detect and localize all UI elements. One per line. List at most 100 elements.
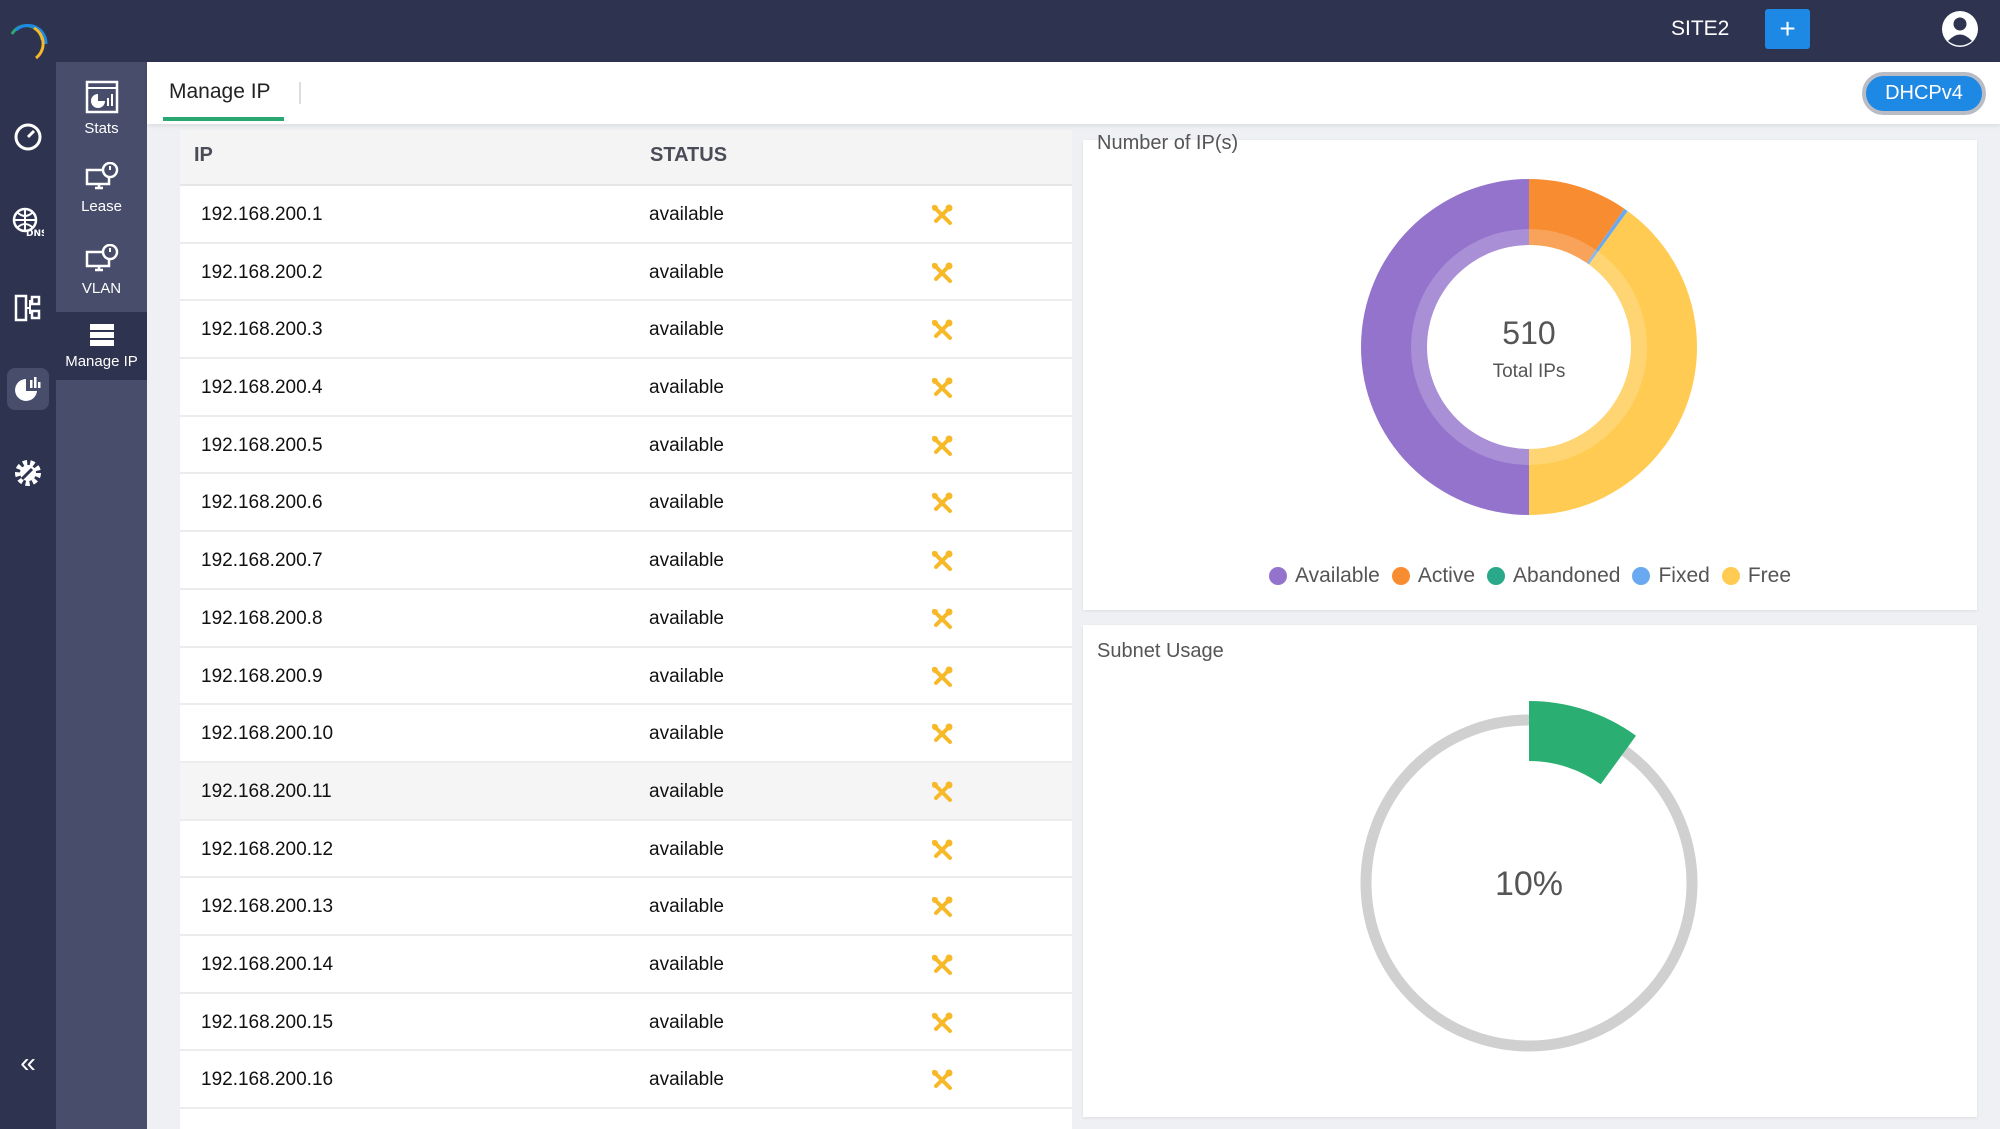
ip-cell: 192.168.200.9 xyxy=(201,665,323,687)
subnav-label: Lease xyxy=(81,197,122,215)
column-header-ip[interactable]: IP xyxy=(194,144,213,166)
tab-manage-ip[interactable]: Manage IP xyxy=(169,80,271,103)
status-cell: available xyxy=(649,723,724,745)
icon-rail: DNS « xyxy=(0,0,56,1129)
legend-label: Available xyxy=(1294,564,1380,587)
server-stack-icon xyxy=(89,323,114,346)
ip-cell: 192.168.200.14 xyxy=(201,953,334,975)
configure-tools-icon[interactable] xyxy=(930,665,954,689)
vlan-icon xyxy=(85,243,118,271)
user-avatar-icon[interactable] xyxy=(1941,10,1979,48)
subnav-stats[interactable]: Stats xyxy=(56,72,147,144)
configure-tools-icon[interactable] xyxy=(930,203,954,227)
table-header: IP STATUS xyxy=(180,130,1072,186)
ip-cell: 192.168.200.6 xyxy=(201,492,323,514)
status-cell: available xyxy=(649,1069,724,1091)
analytics-icon[interactable] xyxy=(7,368,49,410)
secondary-sidebar: Stats Lease VLAN Manage IP xyxy=(56,62,147,1129)
stats-icon xyxy=(85,80,118,113)
donut-slice-available[interactable] xyxy=(1361,179,1529,515)
table-row[interactable]: 192.168.200.8 available xyxy=(180,590,1072,648)
legend-item[interactable]: Active xyxy=(1391,564,1475,588)
ip-cell: 192.168.200.15 xyxy=(201,1011,334,1033)
table-row[interactable]: 192.168.200.5 available xyxy=(180,417,1072,475)
subnav-vlan[interactable]: VLAN xyxy=(56,234,147,306)
status-cell: available xyxy=(649,492,724,514)
configure-tools-icon[interactable] xyxy=(930,953,954,977)
status-cell: available xyxy=(649,665,724,687)
legend-item[interactable]: Free xyxy=(1721,564,1791,588)
ip-cell: 192.168.200.11 xyxy=(201,780,332,802)
donut-inner-band xyxy=(1586,249,1599,265)
table-row[interactable]: 192.168.200.7 available xyxy=(180,532,1072,590)
configure-tools-icon[interactable] xyxy=(930,1011,954,1035)
table-row[interactable]: 192.168.200.10 available xyxy=(180,705,1072,763)
donut-inner-band xyxy=(1411,229,1529,465)
configure-tools-icon[interactable] xyxy=(930,895,954,919)
dns-icon[interactable]: DNS xyxy=(10,204,46,240)
tab-divider xyxy=(299,82,301,104)
subnav-lease[interactable]: Lease xyxy=(56,152,147,224)
network-tree-icon[interactable] xyxy=(10,290,46,326)
table-row[interactable]: 192.168.200.15 available xyxy=(180,994,1072,1052)
table-row[interactable]: 192.168.200.11 available xyxy=(180,762,1072,821)
table-row[interactable]: 192.168.200.2 available xyxy=(180,244,1072,302)
collapse-sidebar-icon[interactable]: « xyxy=(20,1047,36,1078)
settings-icon[interactable] xyxy=(10,455,46,491)
add-button[interactable]: + xyxy=(1765,9,1810,49)
dhcpv4-toggle[interactable]: DHCPv4 xyxy=(1862,72,1986,115)
configure-tools-icon[interactable] xyxy=(930,1068,954,1092)
ip-count-card: Number of IP(s) 510 Total IPs Available Ac… xyxy=(1083,132,1977,610)
column-header-status[interactable]: STATUS xyxy=(650,144,728,166)
legend-swatch xyxy=(1391,567,1410,585)
table-row[interactable]: 192.168.200.13 available xyxy=(180,878,1072,936)
ip-cell: 192.168.200.5 xyxy=(201,434,323,456)
configure-tools-icon[interactable] xyxy=(930,318,954,342)
configure-tools-icon[interactable] xyxy=(930,376,954,400)
configure-tools-icon[interactable] xyxy=(930,722,954,746)
card-title: Number of IP(s) xyxy=(1097,132,1239,154)
table-row[interactable]: 192.168.200.14 available xyxy=(180,936,1072,994)
configure-tools-icon[interactable] xyxy=(930,549,954,573)
legend-item[interactable]: Fixed xyxy=(1632,564,1710,588)
legend-item[interactable]: Available xyxy=(1268,564,1380,588)
status-cell: available xyxy=(649,607,724,629)
tab-bar: Manage IP DHCPv4 xyxy=(147,62,2000,124)
table-row[interactable]: 192.168.200.16 available xyxy=(180,1051,1072,1109)
configure-tools-icon[interactable] xyxy=(930,838,954,862)
table-row[interactable]: 192.168.200.6 available xyxy=(180,474,1072,533)
total-label: Total IPs xyxy=(1493,361,1566,382)
table-row[interactable]: 192.168.200.4 available xyxy=(180,359,1072,417)
table-row[interactable]: 192.168.200.3 available xyxy=(180,301,1072,360)
ip-cell: 192.168.200.8 xyxy=(201,607,323,629)
ip-cell: 192.168.200.7 xyxy=(201,550,323,572)
configure-tools-icon[interactable] xyxy=(930,434,954,458)
configure-tools-icon[interactable] xyxy=(930,607,954,631)
legend-swatch xyxy=(1268,567,1287,585)
top-bar xyxy=(56,0,2000,62)
legend-swatch xyxy=(1632,567,1651,585)
status-cell: available xyxy=(649,261,724,283)
table-row[interactable]: 192.168.200.9 available xyxy=(180,648,1072,706)
table-row[interactable]: 192.168.200.1 available xyxy=(180,186,1072,244)
status-cell: available xyxy=(649,550,724,572)
table-row[interactable]: 192.168.200.12 available xyxy=(180,821,1072,879)
subnav-manage-ip[interactable]: Manage IP xyxy=(56,312,147,380)
legend-item[interactable]: Abandoned xyxy=(1487,564,1620,588)
ip-cell: 192.168.200.2 xyxy=(201,261,323,283)
legend-swatch xyxy=(1487,567,1506,585)
donut-slice-free[interactable] xyxy=(1529,211,1697,515)
ip-cell: 192.168.200.10 xyxy=(201,723,334,745)
ip-cell: 192.168.200.16 xyxy=(201,1069,334,1091)
dashboard-icon[interactable] xyxy=(10,118,46,154)
configure-tools-icon[interactable] xyxy=(930,491,954,515)
logo xyxy=(10,23,48,60)
configure-tools-icon[interactable] xyxy=(930,780,954,804)
gauge-label: 10% xyxy=(1495,865,1563,903)
donut-slice-fixed[interactable] xyxy=(1586,208,1628,265)
configure-tools-icon[interactable] xyxy=(930,261,954,285)
site-label: SITE2 xyxy=(1671,17,1730,40)
donut-inner-band xyxy=(1529,251,1647,465)
active-tab-indicator xyxy=(163,117,284,121)
donut-slice-active[interactable] xyxy=(1529,179,1625,264)
